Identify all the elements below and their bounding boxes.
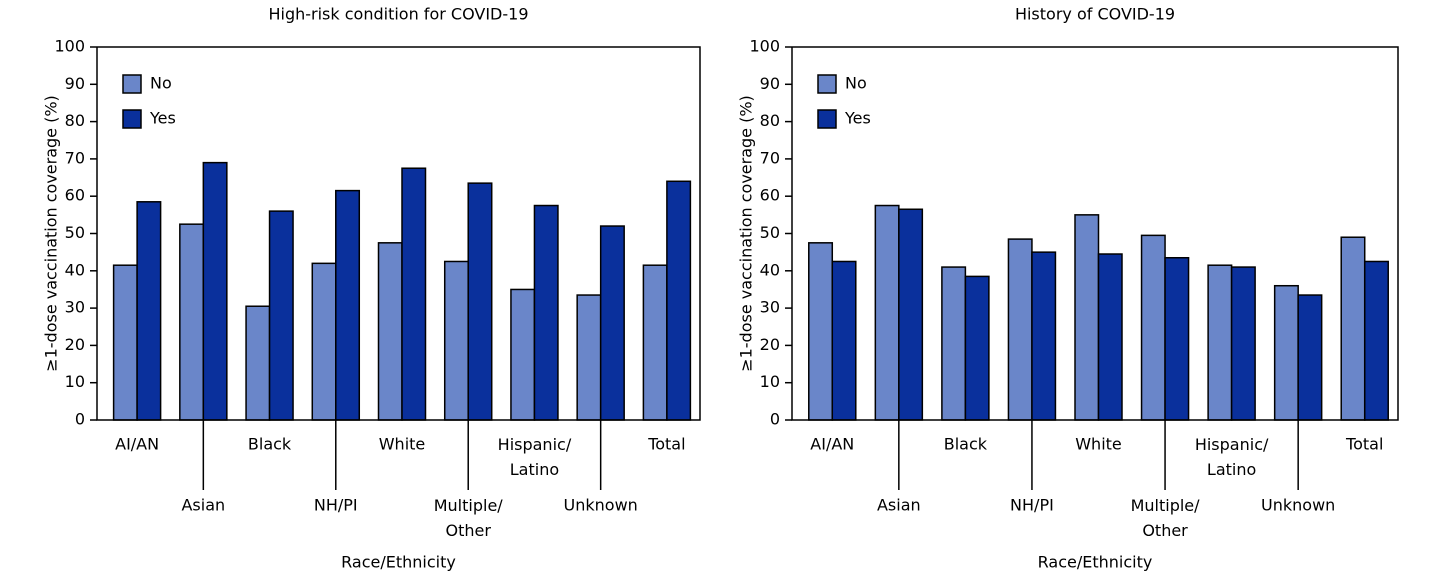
y-tick-label: 30: [760, 298, 780, 317]
x-tick-label: Unknown: [564, 496, 638, 515]
bar: [1273, 284, 1299, 421]
bar: [401, 167, 427, 421]
y-tick-label: 60: [65, 186, 85, 205]
bar: [179, 223, 205, 421]
bar: [642, 264, 668, 421]
bar: [1363, 260, 1389, 421]
bar: [1297, 294, 1323, 421]
x-tick-label: AI/AN: [810, 435, 854, 454]
bar: [1140, 234, 1166, 421]
bar: [1097, 253, 1123, 421]
y-tick-label: 20: [65, 335, 85, 354]
bar: [1207, 264, 1233, 421]
bar: [874, 204, 900, 421]
x-tick-label: Total: [647, 435, 685, 454]
y-tick-label: 0: [75, 410, 85, 429]
x-tick-label: White: [1075, 435, 1122, 454]
bar: [1164, 256, 1190, 421]
y-tick-label: 100: [749, 37, 780, 56]
y-tick-label: 0: [770, 410, 780, 429]
bar: [510, 288, 536, 421]
y-tick-label: 30: [65, 298, 85, 317]
y-tick-label: 50: [760, 223, 780, 242]
bar: [941, 266, 967, 421]
bar: [964, 275, 990, 421]
legend-label: No: [845, 74, 867, 93]
bar: [808, 242, 834, 421]
bar: [202, 161, 228, 421]
bar: [377, 242, 403, 421]
x-tick-label: Total: [1345, 435, 1383, 454]
y-tick-label: 100: [54, 37, 85, 56]
x-tick-label: Hispanic/Latino: [498, 435, 572, 479]
y-tick-label: 80: [65, 111, 85, 130]
legend-swatch: [122, 74, 142, 94]
y-tick-label: 20: [760, 335, 780, 354]
y-tick-label: 10: [760, 372, 780, 391]
chart-title: History of COVID-19: [1015, 5, 1175, 24]
x-tick-label: Asian: [877, 496, 921, 515]
bar: [576, 294, 602, 421]
y-tick-label: 80: [760, 111, 780, 130]
y-tick-label: 90: [65, 74, 85, 93]
x-tick-label: Black: [248, 435, 292, 454]
bar: [599, 225, 625, 421]
legend-swatch: [817, 74, 837, 94]
legend-swatch: [122, 109, 142, 129]
x-tick-label: Multiple/Other: [1131, 496, 1201, 540]
bar: [311, 262, 337, 421]
bar: [1074, 214, 1100, 421]
bar: [898, 208, 924, 421]
bar: [666, 180, 692, 421]
x-tick-label: Asian: [181, 496, 225, 515]
x-tick-label: Multiple/Other: [434, 496, 504, 540]
x-axis-title: Race/Ethnicity: [1038, 553, 1153, 572]
bar: [467, 182, 493, 421]
legend-label: Yes: [844, 109, 871, 128]
chart-title: High-risk condition for COVID-19: [268, 5, 528, 24]
bar: [245, 305, 271, 421]
bar: [443, 260, 469, 421]
x-tick-label: Black: [944, 435, 988, 454]
bar: [1031, 251, 1057, 421]
bar: [533, 204, 559, 421]
x-tick-label: Unknown: [1261, 496, 1335, 515]
x-tick-label: AI/AN: [115, 435, 159, 454]
bar: [335, 189, 361, 421]
y-axis-title: ≥1-dose vaccination coverage (%): [737, 95, 756, 372]
x-tick-label: Hispanic/Latino: [1195, 435, 1269, 479]
y-tick-label: 10: [65, 372, 85, 391]
y-tick-label: 70: [65, 148, 85, 167]
axes: [791, 46, 1399, 421]
bar: [136, 201, 162, 421]
x-tick-label: White: [379, 435, 426, 454]
bar: [1007, 238, 1033, 421]
legend-label: Yes: [149, 109, 176, 128]
x-tick-label: NH/PI: [314, 496, 358, 515]
bar: [1230, 266, 1256, 421]
y-axis-title: ≥1-dose vaccination coverage (%): [42, 95, 61, 372]
x-tick-label: NH/PI: [1010, 496, 1054, 515]
bar: [112, 264, 138, 421]
bar: [831, 260, 857, 421]
y-tick-label: 60: [760, 186, 780, 205]
bar: [1340, 236, 1366, 421]
y-tick-label: 50: [65, 223, 85, 242]
bar: [268, 210, 294, 421]
y-tick-label: 90: [760, 74, 780, 93]
y-tick-label: 40: [760, 260, 780, 279]
legend-swatch: [817, 109, 837, 129]
y-tick-label: 70: [760, 148, 780, 167]
axes: [96, 46, 701, 421]
y-tick-label: 40: [65, 260, 85, 279]
legend-label: No: [150, 74, 172, 93]
x-axis-title: Race/Ethnicity: [341, 553, 456, 572]
